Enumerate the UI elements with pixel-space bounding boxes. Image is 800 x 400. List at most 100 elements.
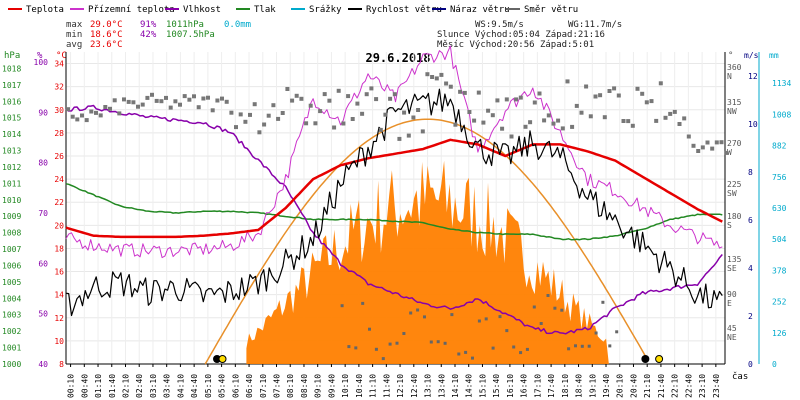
x-axis-label: čas: [732, 371, 748, 382]
tick-label-temperature: 24: [54, 175, 64, 184]
wind-direction-mark: [276, 116, 281, 121]
wind-direction-mark: [514, 97, 519, 102]
x-tick-label: 11:40: [382, 374, 391, 398]
chart-date-title: 29.6.2018: [365, 51, 430, 65]
wind-direction-mark: [621, 119, 626, 123]
x-tick-label: 13:10: [424, 374, 433, 398]
tick-label-temperature: 26: [54, 152, 64, 161]
wind-direction-mark: [271, 103, 276, 108]
wind-direction-mark: [187, 97, 192, 102]
tick-label-wind-speed: 10: [748, 120, 758, 129]
x-tick-label: 15:10: [478, 374, 487, 398]
axis-unit-degc: °C: [56, 51, 67, 61]
y-axes: 1000100110021003100410051006100710081009…: [2, 52, 791, 369]
wind-direction-mark: [347, 345, 351, 349]
wind-direction-mark: [150, 92, 154, 97]
tick-label-temperature: 12: [54, 314, 64, 323]
tick-label-temperature: 10: [54, 337, 64, 346]
legend-label-5: Rychlost větru: [366, 5, 442, 15]
legend-label-3: Tlak: [254, 5, 276, 15]
x-axis: 00:10 00:40 01:10 01:40 02:10 02:40 03:10 03:40…: [66, 363, 725, 398]
wind-direction-mark: [551, 121, 556, 126]
wind-direction-mark: [402, 332, 406, 335]
stats-max-label: max: [66, 20, 83, 30]
tick-label-wind-speed: 0: [748, 360, 753, 369]
wind-direction-mark: [360, 111, 365, 116]
wind-direction-mark: [691, 143, 696, 148]
x-tick-label: 16:10: [506, 374, 515, 398]
wind-direction-mark: [350, 117, 355, 121]
wind-direction-mark: [616, 93, 621, 98]
wind-direction-mark: [243, 119, 248, 124]
wind-direction-mark: [117, 111, 122, 116]
wind-direction-mark: [266, 113, 271, 118]
wind-direction-mark: [668, 111, 673, 116]
tick-label-humidity: 70: [38, 209, 48, 218]
wind-direction-mark: [607, 89, 612, 93]
x-tick-label: 07:10: [259, 374, 268, 398]
wind-direction-mark: [567, 347, 571, 351]
tick-label-humidity: 60: [38, 259, 48, 268]
wind-direction-mark: [262, 122, 267, 127]
wind-direction-mark: [630, 123, 635, 128]
stats-max-hum: 91%: [140, 20, 157, 30]
plot-area: [65, 45, 729, 365]
tick-label-pressure: 1011: [2, 179, 21, 188]
wind-direction-mark: [178, 102, 182, 107]
tick-label-wind-speed: 4: [748, 264, 753, 273]
wind-gust-info: WG:11.7m/s: [568, 20, 622, 30]
x-tick-label: 09:40: [327, 374, 336, 398]
tick-label-pressure: 1016: [2, 97, 21, 106]
x-tick-label: 19:10: [588, 374, 597, 398]
tick-label-temperature: 14: [54, 291, 64, 300]
wind-direction-mark: [406, 133, 411, 138]
tick-label-wind-dir-name: SW: [727, 189, 737, 198]
x-tick-label: 02:10: [121, 374, 130, 398]
x-tick-label: 03:10: [149, 374, 158, 398]
wind-direction-mark: [354, 346, 358, 350]
wind-direction-mark: [457, 352, 461, 356]
wind-direction-mark: [644, 100, 649, 105]
wind-direction-mark: [462, 90, 467, 95]
wind-direction-mark: [94, 110, 98, 115]
wind-direction-mark: [498, 315, 502, 319]
wind-direction-mark: [364, 92, 369, 97]
wind-direction-mark: [649, 99, 654, 104]
tick-label-rain: 882: [772, 142, 787, 151]
wind-direction-mark: [75, 117, 80, 122]
wind-direction-mark: [182, 94, 187, 99]
wind-direction-mark: [131, 100, 136, 105]
stats-min-temp: 18.6°C: [90, 30, 123, 40]
wind-direction-mark: [392, 92, 397, 97]
stats-block: max 29.0°C 91% 1011hPa 0.0mm min 18.6°C …: [66, 20, 251, 50]
wind-direction-mark: [70, 114, 75, 119]
x-tick-label: 01:10: [94, 374, 103, 398]
tick-label-humidity: 100: [34, 58, 49, 67]
x-tick-label: 05:10: [204, 374, 213, 398]
wind-direction-mark: [598, 93, 603, 98]
wind-direction-mark: [299, 96, 304, 101]
axis-unit-deg: °: [728, 51, 733, 61]
tick-label-wind-dir-name: NW: [727, 107, 737, 116]
x-tick-label: 01:40: [108, 374, 117, 398]
wind-direction-mark: [724, 150, 729, 155]
stats-avg-label: avg: [66, 40, 82, 50]
wind-direction-mark: [252, 102, 257, 107]
tick-label-humidity: 80: [38, 159, 48, 168]
wind-direction-mark: [682, 116, 687, 121]
wind-direction-mark: [192, 94, 196, 99]
wind-direction-mark: [168, 105, 173, 110]
wind-direction-mark: [593, 94, 598, 99]
wind-direction-mark: [612, 86, 617, 91]
wind-direction-mark: [467, 110, 472, 114]
tick-label-wind-dir-name: NE: [727, 333, 737, 342]
tick-label-temperature: 8: [59, 360, 64, 369]
axis-unit-pct: %: [37, 51, 43, 61]
tick-label-rain: 0: [772, 360, 777, 369]
wind-direction-mark: [560, 308, 564, 312]
x-tick-label: 02:40: [135, 374, 144, 398]
stats-max-rain: 0.0mm: [224, 20, 251, 30]
tick-label-wind-speed: 6: [748, 216, 753, 225]
humidity-line: [65, 104, 723, 335]
wind-direction-mark: [66, 107, 70, 112]
